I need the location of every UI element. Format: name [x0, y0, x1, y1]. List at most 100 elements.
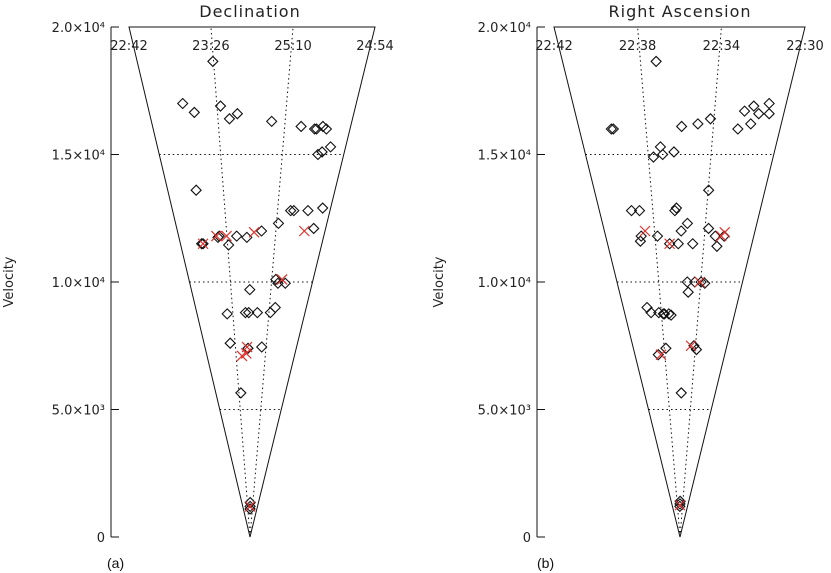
y-tick-label: 2.0×10⁴	[478, 21, 531, 36]
diamond-point	[675, 120, 688, 133]
diamond-point	[243, 283, 256, 296]
diamond-point	[763, 107, 775, 120]
diamond-point	[320, 123, 333, 135]
diamond-point	[752, 107, 765, 120]
diamond-point	[310, 123, 323, 135]
diamond-point	[244, 503, 256, 515]
diamond-point	[176, 97, 189, 110]
diamond-point	[660, 342, 672, 355]
angle-tick-label: 22:30	[786, 39, 823, 54]
diamond-point	[692, 118, 704, 130]
diamond-point	[312, 148, 324, 161]
diamond-point	[279, 277, 292, 290]
diamond-point	[272, 217, 285, 230]
angle-tick-label: 22:34	[703, 39, 740, 54]
diamond-point	[682, 286, 694, 298]
diamond-point	[645, 306, 657, 319]
diamond-point	[224, 337, 236, 349]
diamond-point	[302, 204, 314, 217]
chart-panel-b: Right Ascension 0 5.0×10³ 1.0×10⁴ 1.5×10⁴ 2.0…	[432, 2, 824, 571]
cross-point	[655, 349, 667, 361]
cross-point	[664, 238, 676, 250]
cross-stroke	[639, 225, 651, 237]
angle-tick-label: 25:10	[274, 39, 311, 54]
y-tick-label: 0	[97, 531, 105, 546]
cross-point	[694, 276, 706, 288]
diamond-point	[663, 308, 675, 320]
diamond-point	[242, 306, 255, 319]
cross-stroke	[248, 226, 260, 238]
diamond-point	[672, 237, 685, 250]
y-tick-label: 5.0×10³	[52, 404, 105, 419]
diamond-point	[658, 308, 671, 320]
diamond-point	[652, 348, 665, 361]
cross-point	[298, 225, 310, 237]
cross-point	[221, 230, 232, 242]
diamond-point	[675, 225, 687, 237]
y-tick-label: 1.5×10⁴	[52, 149, 105, 164]
diamond-point	[656, 148, 669, 161]
diamond-point	[686, 237, 699, 250]
diamond-point	[702, 184, 715, 196]
cross-stroke	[719, 226, 731, 238]
diamond-point	[674, 500, 686, 513]
diamond-point	[307, 222, 320, 235]
panel-label: (b)	[537, 555, 554, 571]
diamond-point	[295, 120, 307, 133]
cross-point	[210, 230, 222, 242]
diamond-point	[670, 202, 683, 214]
diamond-point	[663, 237, 676, 250]
diamond-point	[223, 113, 236, 125]
diamond-point	[288, 204, 300, 217]
diamond-point	[732, 123, 744, 135]
diamond-point	[316, 146, 328, 158]
diamond-point	[709, 230, 722, 242]
diamond-point	[698, 277, 711, 290]
diamond-point	[188, 106, 201, 119]
diamond-point	[634, 235, 647, 247]
diamond-point	[214, 100, 227, 112]
diamond-point	[665, 309, 677, 321]
diamond-point	[265, 115, 278, 128]
y-tick-label: 0	[523, 531, 531, 546]
angle-tick-label: 22:42	[110, 39, 147, 54]
cross-stroke	[197, 238, 209, 250]
cross-stroke	[685, 340, 697, 352]
diamond-point	[711, 240, 723, 253]
diamond-point	[650, 55, 662, 68]
diamond-point	[241, 231, 253, 244]
chart-title: Declination	[199, 2, 300, 21]
diamond-point	[641, 301, 653, 314]
diamond-point	[625, 204, 638, 217]
y-tick-label: 2.0×10⁴	[52, 21, 105, 36]
cross-point	[719, 226, 731, 238]
diamond-point	[763, 97, 775, 110]
diamond-point	[221, 308, 233, 320]
cross-stroke	[664, 238, 676, 250]
angle-tick-label: 22:42	[535, 39, 572, 54]
diamond-point	[308, 123, 321, 135]
diamond-point	[264, 306, 277, 319]
diamond-point	[669, 204, 681, 217]
y-tick-label: 1.0×10⁴	[52, 276, 105, 291]
diamond-point	[674, 495, 686, 508]
diamond-point	[244, 496, 256, 509]
diamond-point	[255, 225, 268, 237]
diamond-point	[633, 204, 646, 217]
chart-title: Right Ascension	[609, 2, 752, 21]
diamond-point	[607, 123, 620, 135]
diamond-point	[744, 118, 757, 130]
diamond-point	[675, 387, 688, 399]
diamond-point	[738, 105, 751, 117]
cross-point	[240, 347, 252, 359]
diamond-point	[702, 222, 715, 235]
diamond-point	[316, 202, 329, 214]
cross-stroke	[221, 230, 232, 242]
cross-stroke	[298, 225, 310, 237]
chart-panel-a: Declination 0 5.0×10³ 1.0×10⁴ 1.5×10⁴ 2.0×10⁴…	[2, 2, 394, 571]
diamond-point	[235, 387, 247, 399]
cross-point	[197, 238, 209, 250]
cross-stroke	[240, 347, 252, 359]
angle-tick-label: 24:54	[356, 39, 393, 54]
